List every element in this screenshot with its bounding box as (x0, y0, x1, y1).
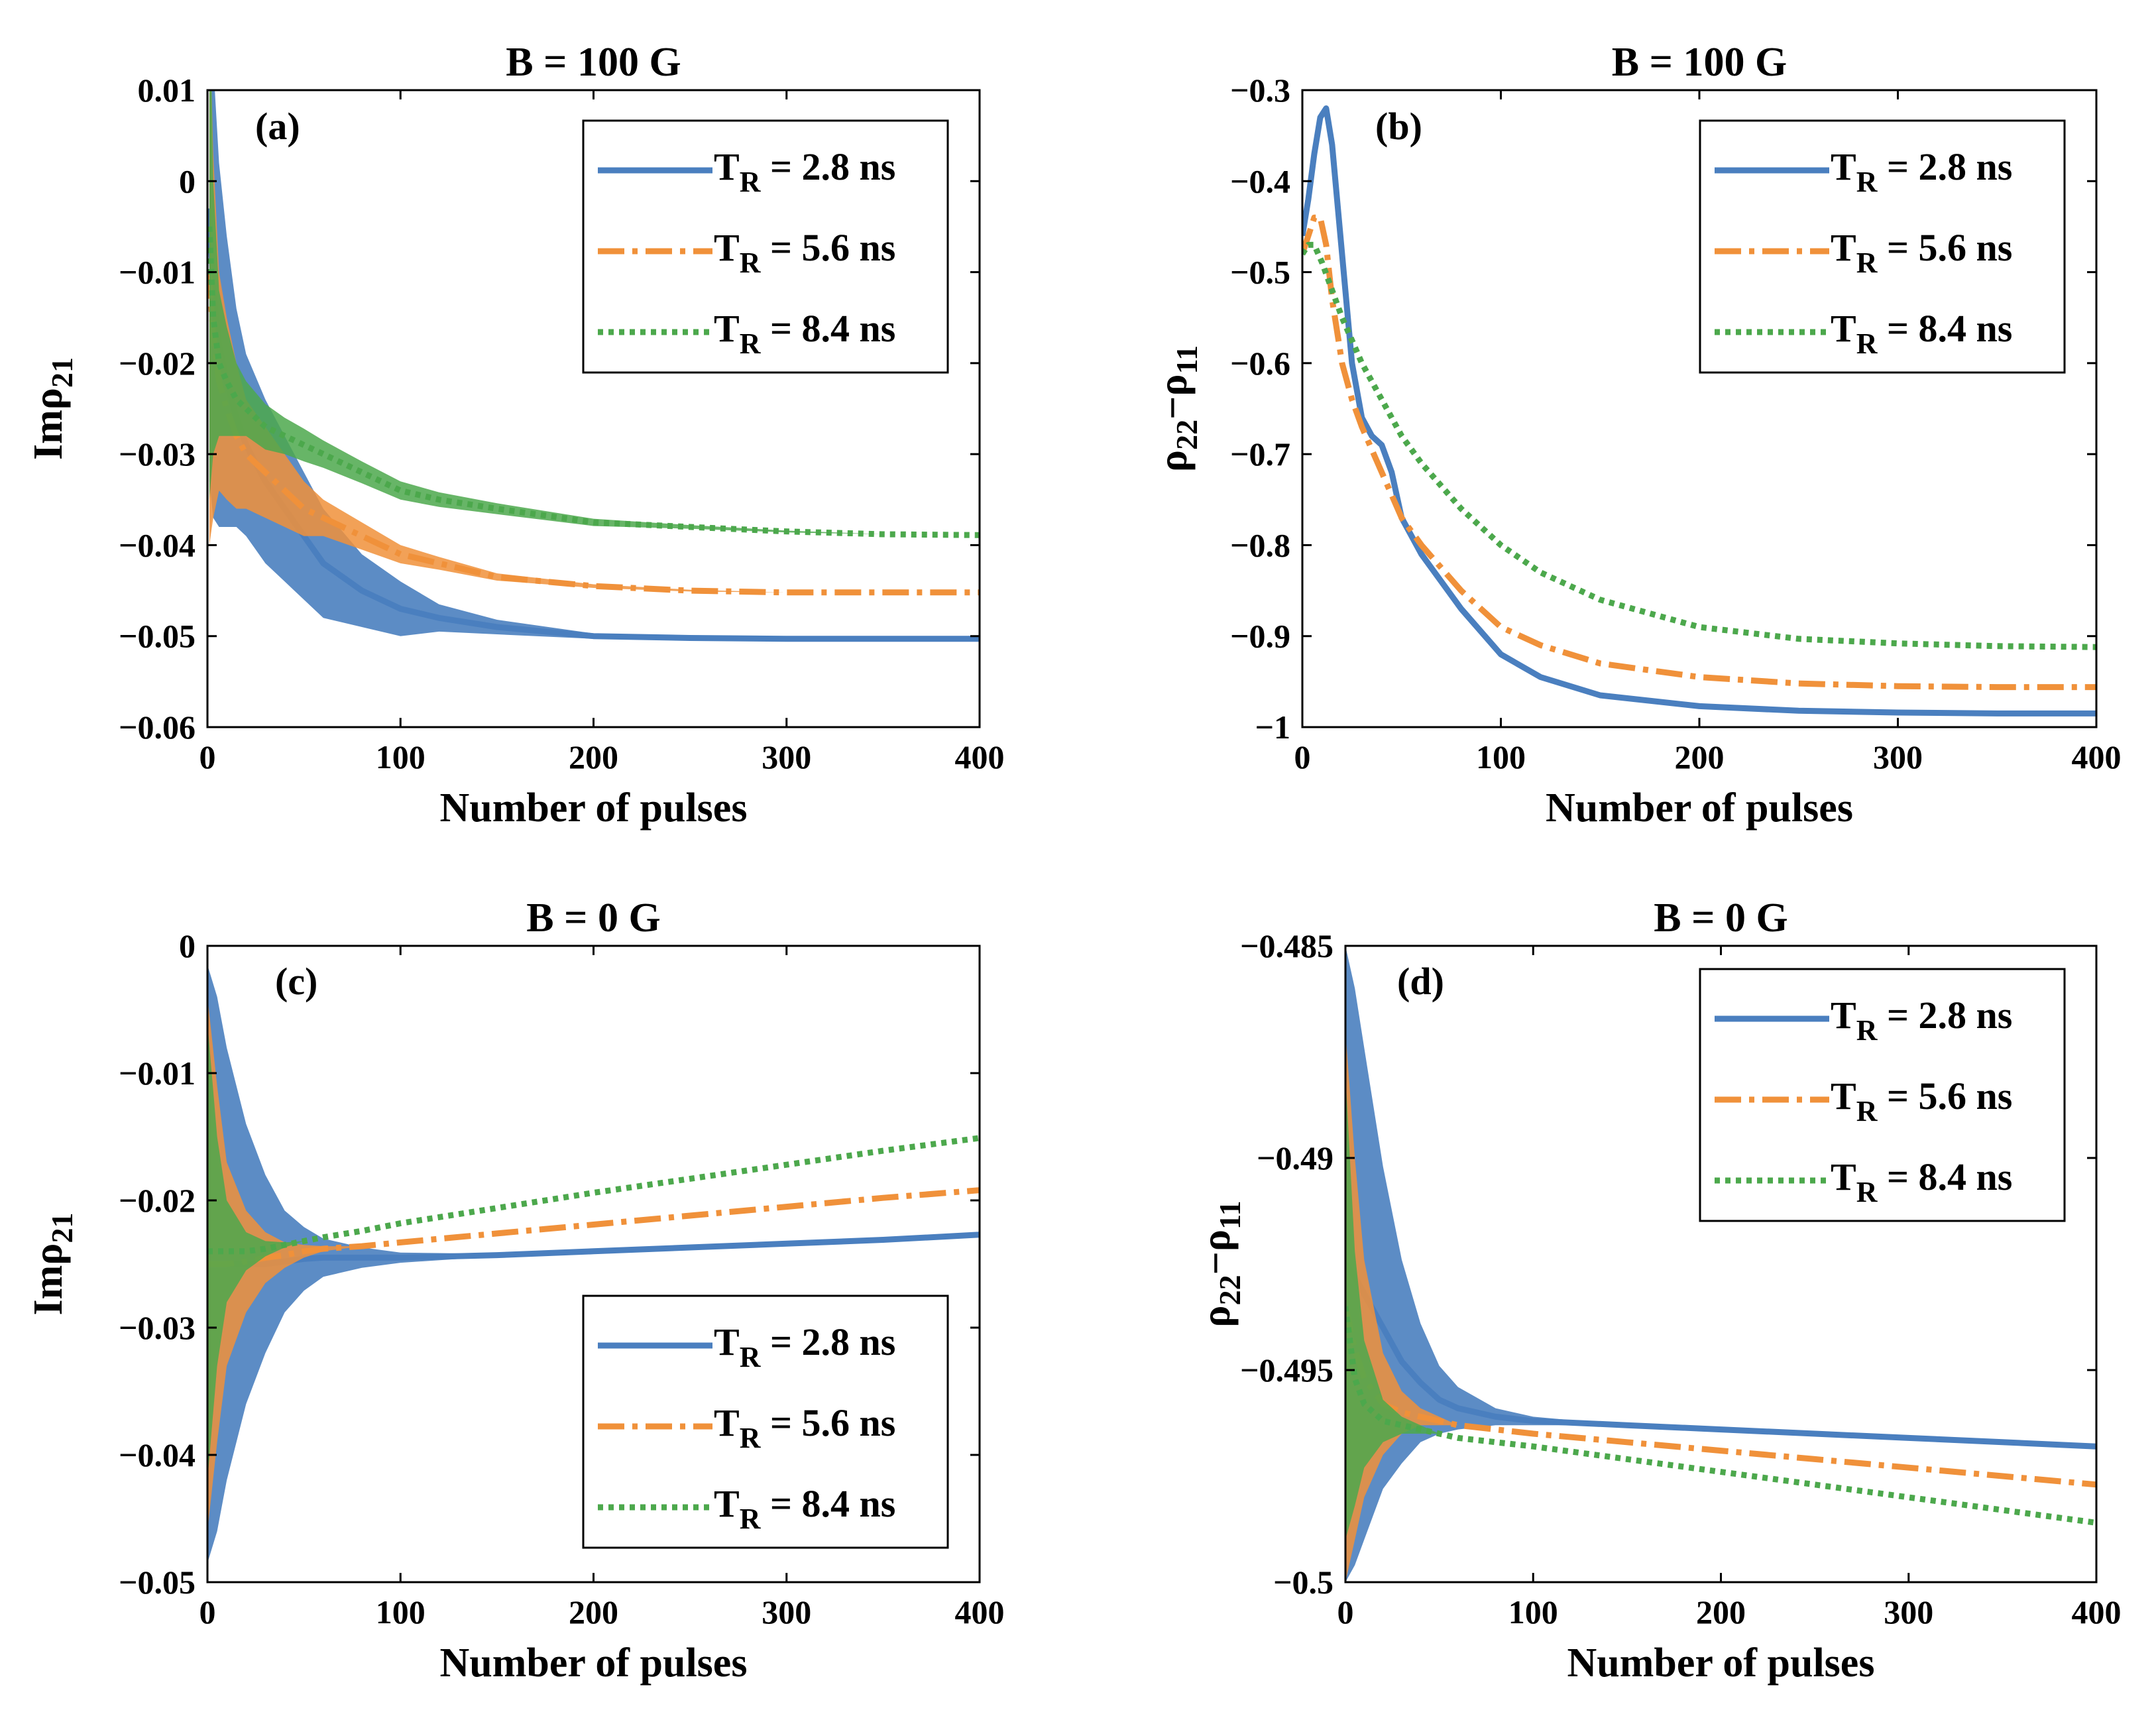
y-tick-label: −0.5 (1273, 1564, 1333, 1601)
series-envelope-1 (207, 964, 980, 1564)
y-axis-title: Imρ21 (26, 1213, 79, 1316)
legend: TR = 2.8 ns TR = 5.6 ns TR = 8.4 ns (582, 119, 949, 374)
y-tick-label: −0.04 (119, 1436, 196, 1473)
legend: TR = 2.8 ns TR = 5.6 ns TR = 8.4 ns (1699, 968, 2066, 1222)
y-tick-label: −0.05 (119, 1564, 196, 1601)
y-tick-label: −0.02 (119, 1182, 196, 1219)
series-line-3 (1345, 1306, 2096, 1526)
x-tick-label: 200 (1696, 1593, 1746, 1631)
panel-letter: (d) (1397, 960, 1444, 1003)
legend-label-2: TR = 5.6 ns (714, 1401, 895, 1454)
y-tick-label: −0.05 (119, 618, 196, 655)
x-axis-title: Number of pulses (1567, 1640, 1875, 1686)
legend: TR = 2.8 ns TR = 5.6 ns TR = 8.4 ns (1699, 119, 2066, 374)
plot-area (207, 90, 980, 642)
legend-label-1: TR = 2.8 ns (714, 1320, 895, 1373)
x-tick-label: 400 (955, 738, 1005, 776)
legend-label-3: TR = 8.4 ns (714, 1482, 895, 1535)
y-tick-label: −0.5 (1230, 254, 1290, 291)
legend-label-1: TR = 2.8 ns (1831, 145, 2012, 198)
x-tick-label: 0 (199, 738, 216, 776)
legend-label-3: TR = 8.4 ns (1831, 1155, 2012, 1208)
x-axis-title: Number of pulses (440, 785, 748, 831)
legend: TR = 2.8 ns TR = 5.6 ns TR = 8.4 ns (582, 1294, 949, 1549)
x-tick-label: 200 (569, 1593, 618, 1631)
panel-b: 0 100 200 300 400 −0.3 −0.4 −0.5 −0.6 −0.7 −0.8 −0.… (1151, 40, 2122, 831)
y-tick-label: −0.495 (1240, 1352, 1333, 1389)
x-tick-label: 100 (376, 738, 426, 776)
y-tick-label: −0.8 (1230, 526, 1290, 563)
plot-area (207, 964, 980, 1564)
x-tick-label: 300 (1873, 738, 1923, 776)
y-tick-label: −0.01 (119, 1055, 196, 1092)
x-tick-label: 0 (1337, 1593, 1354, 1631)
x-tick-label: 300 (762, 1593, 811, 1631)
x-tick-label: 100 (376, 1593, 426, 1631)
y-tick-label: −0.9 (1230, 618, 1290, 655)
series-line-1 (1302, 105, 2096, 717)
x-tick-label: 300 (1884, 1593, 1933, 1631)
x-tick-label: 400 (955, 1593, 1005, 1631)
legend-label-3: TR = 8.4 ns (1831, 307, 2012, 360)
x-tick-label: 0 (1294, 738, 1311, 776)
panel-title: B = 100 G (506, 40, 681, 85)
y-tick-label: −0.04 (119, 526, 196, 563)
series-line-3 (207, 1135, 980, 1255)
y-tick-label: −0.03 (119, 1309, 196, 1346)
y-tick-label: −0.01 (119, 254, 196, 291)
y-axis-title: Imρ21 (26, 357, 79, 460)
y-tick-label: −0.4 (1230, 162, 1290, 200)
x-tick-label: 400 (2072, 1593, 2122, 1631)
x-tick-label: 300 (762, 738, 811, 776)
y-tick-label: 0 (179, 927, 196, 964)
x-tick-label: 0 (199, 1593, 216, 1631)
panel-d: 0 100 200 300 400 −0.485 −0.49 −0.495 −0.5 B = 0 … (1194, 895, 2122, 1686)
y-axis-title: ρ22−ρ11 (1194, 1200, 1247, 1327)
y-tick-label: −1 (1255, 709, 1291, 746)
legend-label-2: TR = 5.6 ns (1831, 1074, 2012, 1127)
legend-label-2: TR = 5.6 ns (1831, 226, 2012, 279)
x-tick-label: 200 (569, 738, 618, 776)
y-tick-label: −0.485 (1240, 927, 1333, 964)
series-line-2 (207, 1187, 980, 1267)
panel-a: 0 100 200 300 400 0.01 0 −0.01 −0.02 −0.03 −0.04 −0… (26, 40, 1005, 831)
legend-label-2: TR = 5.6 ns (714, 226, 895, 279)
panel-title: B = 100 G (1612, 40, 1787, 85)
y-tick-label: −0.6 (1230, 345, 1290, 382)
series-line-2 (1302, 214, 2096, 691)
series-line-3 (1302, 241, 2096, 650)
plot-area (1345, 946, 2096, 1582)
x-tick-label: 100 (1476, 738, 1526, 776)
x-axis-title: Number of pulses (1546, 785, 1853, 831)
panel-c: 0 100 200 300 400 0 −0.01 −0.02 −0.03 −0.04 −0.05 B… (26, 895, 1005, 1686)
series-line-2 (1345, 1306, 2096, 1488)
panel-letter: (a) (255, 105, 300, 148)
panel-letter: (b) (1375, 105, 1422, 148)
y-tick-label: −0.03 (119, 435, 196, 473)
y-tick-label: 0 (179, 162, 196, 200)
legend-label-1: TR = 2.8 ns (714, 145, 895, 198)
legend-label-3: TR = 8.4 ns (714, 307, 895, 360)
plot-area (1302, 105, 2096, 717)
series-line-3 (207, 226, 980, 538)
y-tick-label: 0.01 (138, 72, 196, 109)
x-tick-label: 100 (1508, 1593, 1558, 1631)
y-tick-label: −0.49 (1257, 1139, 1333, 1177)
y-tick-label: −0.02 (119, 345, 196, 382)
series-line-2 (207, 272, 980, 596)
x-tick-label: 200 (1675, 738, 1725, 776)
x-tick-label: 400 (2072, 738, 2122, 776)
panel-title: B = 0 G (526, 895, 660, 941)
panel-title: B = 0 G (1654, 895, 1787, 941)
y-axis-title: ρ22−ρ11 (1151, 345, 1204, 472)
y-tick-label: −0.3 (1230, 72, 1290, 109)
legend-label-1: TR = 2.8 ns (1831, 994, 2012, 1047)
y-tick-label: −0.7 (1230, 435, 1290, 473)
y-tick-label: −0.06 (119, 709, 196, 746)
x-axis-title: Number of pulses (440, 1640, 748, 1686)
panel-letter: (c) (275, 960, 317, 1003)
